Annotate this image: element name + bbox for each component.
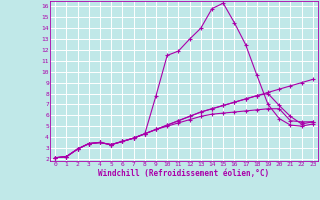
X-axis label: Windchill (Refroidissement éolien,°C): Windchill (Refroidissement éolien,°C) bbox=[99, 169, 269, 178]
